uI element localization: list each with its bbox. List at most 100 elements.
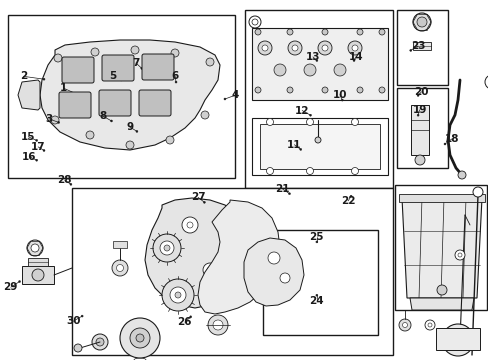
Circle shape	[254, 29, 261, 35]
Circle shape	[349, 195, 351, 197]
FancyBboxPatch shape	[59, 92, 91, 118]
Circle shape	[207, 315, 227, 335]
Text: 11: 11	[286, 140, 301, 150]
Circle shape	[306, 118, 313, 126]
Circle shape	[126, 141, 134, 149]
Bar	[251, 118, 387, 175]
Circle shape	[416, 114, 418, 116]
Circle shape	[86, 131, 94, 139]
Text: 13: 13	[305, 52, 320, 62]
FancyBboxPatch shape	[139, 90, 171, 116]
Bar	[260, 124, 379, 169]
Circle shape	[203, 201, 205, 203]
Circle shape	[286, 87, 292, 93]
Circle shape	[457, 171, 465, 179]
Circle shape	[153, 234, 181, 262]
Circle shape	[306, 167, 313, 175]
Text: 7: 7	[132, 58, 140, 68]
Circle shape	[341, 99, 343, 101]
FancyBboxPatch shape	[62, 57, 94, 83]
Text: 14: 14	[348, 52, 363, 62]
Circle shape	[304, 64, 315, 76]
Circle shape	[171, 49, 179, 57]
Circle shape	[258, 41, 271, 55]
Text: 8: 8	[99, 111, 106, 121]
Circle shape	[96, 338, 104, 346]
Bar	[113, 241, 127, 248]
Text: 26: 26	[177, 317, 192, 327]
Circle shape	[75, 93, 77, 95]
Circle shape	[472, 187, 482, 197]
Text: 3: 3	[45, 114, 52, 124]
Text: 5: 5	[109, 71, 116, 81]
Circle shape	[266, 118, 273, 126]
Circle shape	[414, 155, 424, 165]
Circle shape	[262, 45, 267, 51]
Circle shape	[130, 328, 150, 348]
Circle shape	[221, 278, 235, 292]
Polygon shape	[401, 198, 481, 298]
Text: 18: 18	[444, 134, 459, 144]
Text: 21: 21	[275, 184, 289, 194]
Circle shape	[449, 332, 465, 348]
Text: 2: 2	[20, 71, 27, 81]
FancyBboxPatch shape	[99, 90, 131, 116]
Circle shape	[315, 59, 317, 62]
Circle shape	[287, 41, 302, 55]
Circle shape	[321, 29, 327, 35]
Circle shape	[201, 111, 208, 119]
Circle shape	[291, 45, 297, 51]
Circle shape	[162, 279, 194, 311]
Circle shape	[454, 337, 460, 343]
Text: 17: 17	[31, 142, 45, 152]
Circle shape	[288, 193, 290, 195]
Circle shape	[299, 148, 301, 150]
Circle shape	[286, 29, 292, 35]
Text: 23: 23	[410, 41, 425, 51]
Circle shape	[321, 45, 327, 51]
Bar	[396, 10, 447, 85]
Circle shape	[120, 318, 160, 358]
Text: 29: 29	[3, 282, 18, 292]
Circle shape	[280, 273, 289, 283]
Circle shape	[248, 16, 261, 28]
Circle shape	[141, 67, 142, 69]
Polygon shape	[244, 238, 304, 306]
Circle shape	[32, 269, 44, 281]
Circle shape	[74, 344, 82, 352]
Circle shape	[54, 54, 62, 62]
Text: 4: 4	[230, 90, 238, 100]
Text: 25: 25	[309, 232, 324, 242]
Text: 24: 24	[309, 296, 324, 306]
Circle shape	[351, 118, 358, 126]
Text: 19: 19	[411, 105, 426, 115]
Circle shape	[314, 137, 320, 143]
Circle shape	[170, 287, 185, 303]
Bar	[263, 230, 377, 335]
Circle shape	[412, 13, 430, 31]
Circle shape	[36, 139, 38, 141]
Circle shape	[409, 49, 411, 51]
Circle shape	[251, 19, 258, 25]
Circle shape	[110, 120, 112, 122]
Circle shape	[43, 149, 45, 152]
Circle shape	[160, 241, 174, 255]
Circle shape	[267, 252, 280, 264]
Polygon shape	[198, 200, 280, 314]
Circle shape	[333, 64, 346, 76]
Bar	[22, 266, 54, 284]
Circle shape	[43, 78, 45, 80]
Bar	[410, 105, 428, 155]
Circle shape	[224, 282, 230, 288]
Polygon shape	[435, 328, 479, 350]
Circle shape	[189, 316, 191, 318]
Circle shape	[356, 87, 362, 93]
Bar	[412, 42, 430, 50]
Circle shape	[398, 319, 410, 331]
Circle shape	[436, 285, 446, 295]
Text: 1: 1	[60, 83, 67, 93]
Circle shape	[27, 240, 43, 256]
Circle shape	[315, 241, 317, 243]
Circle shape	[416, 17, 426, 27]
Circle shape	[273, 64, 285, 76]
